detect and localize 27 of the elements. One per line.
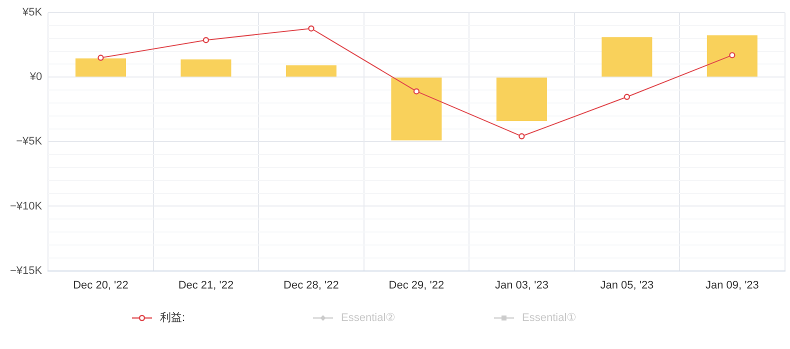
bar — [180, 59, 232, 77]
point — [98, 54, 104, 61]
y-tick-label: ¥0 — [28, 71, 42, 84]
y-tick-label: −¥10K — [10, 200, 43, 212]
point — [624, 94, 630, 100]
x-tick-label: Dec 29, '22 — [388, 279, 444, 292]
legend-label: 利益: — [160, 311, 186, 325]
bar — [391, 78, 442, 140]
point — [308, 25, 314, 32]
bar — [75, 58, 126, 77]
point — [413, 88, 420, 94]
bar — [496, 78, 547, 122]
point — [518, 133, 525, 140]
y-tick-label: −¥15K — [10, 264, 43, 277]
bar — [706, 35, 758, 77]
point — [729, 52, 736, 58]
x-tick-label: Jan 05, '23 — [600, 279, 654, 292]
x-tick-label: Jan 03, '23 — [494, 279, 548, 292]
x-tick-label: Jan 09, '23 — [705, 279, 759, 292]
x-tick-label: Dec 21, '22 — [178, 279, 234, 292]
x-tick-label: Dec 28, '22 — [284, 279, 339, 292]
y-tick-label: ¥5K — [22, 6, 43, 19]
point — [202, 37, 210, 44]
y-tick-label: −¥5K — [16, 136, 43, 148]
bar — [602, 37, 652, 77]
bar — [286, 65, 336, 77]
x-tick-label: Dec 20, '22 — [73, 279, 128, 292]
